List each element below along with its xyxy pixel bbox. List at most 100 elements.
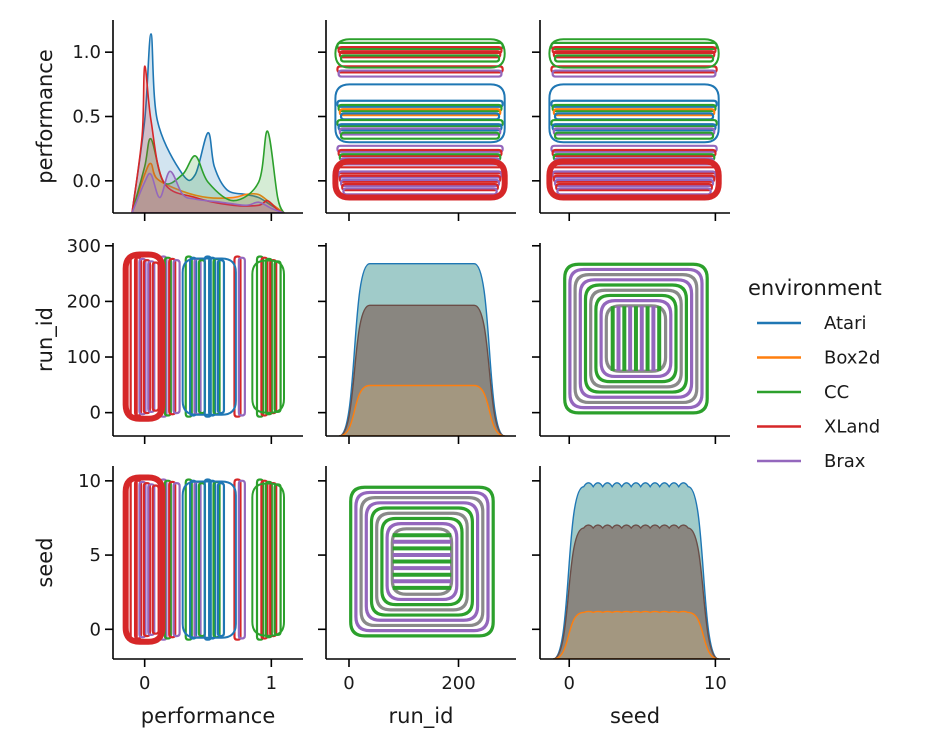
contour-band [552,127,716,136]
kde2d-run_id-seed [349,485,495,638]
kde-plateau-box2d [339,384,505,436]
y-tick-label: 100 [67,347,101,368]
contour-band [338,127,502,136]
contour-band [172,482,181,638]
contour-band [553,178,715,188]
contour-band [551,123,717,132]
contour-envelope [251,482,285,637]
contour-band [551,170,717,179]
contour-band [552,108,716,117]
contour-band [273,260,282,414]
contour-band [339,112,501,121]
contour-band [556,187,712,196]
contour-ring [568,267,704,410]
contour-envelope [251,259,285,414]
legend-label-atari: Atari [824,313,867,334]
contour-band [336,65,504,74]
contour-envelope [334,83,506,144]
contour-envelope [334,38,506,69]
x-tick-label: 0 [139,673,150,694]
contour-band [216,259,226,415]
contour-band [551,45,717,55]
contour-ring [573,273,699,405]
kde-run_id [338,262,505,436]
contour-band [339,54,501,63]
x-axis-label-performance: performance [141,704,276,728]
contour-band [342,187,498,196]
y-tick-label: 0.5 [72,107,101,128]
contour-band [337,123,503,132]
legend: environment Atari Box2d CC XLand Brax [748,276,882,472]
kde-curve-atari [131,33,286,213]
legend-label-xland: XLand [824,417,880,438]
x-tick-label: 200 [441,673,475,694]
legend-label-box2d: Box2d [824,348,880,369]
y-axis-label-seed: seed [33,537,57,587]
contour-band [339,131,501,140]
contour-ring [599,299,673,379]
contour-ring [369,506,474,617]
legend-label-brax: Brax [824,451,866,472]
y-tick-label: 1.0 [72,42,101,63]
y-tick-label: 10 [78,471,101,492]
contour-envelope [122,251,166,422]
contour-band [337,103,503,113]
contour-band [237,256,246,417]
contour-band [336,144,504,153]
contour-band [337,45,503,55]
contour-ring [359,496,485,628]
kde-seed [552,482,719,659]
contour-ring [594,293,678,384]
contour-band [555,183,714,192]
contour-band [552,50,716,59]
contour-ring [578,278,694,399]
contour-ring [385,522,459,602]
contour-envelope [181,480,237,639]
contour-band [339,178,501,188]
legend-label-cc: CC [824,382,849,403]
contour-band [550,118,718,128]
legend-title: environment [748,276,882,300]
contour-band [338,50,502,59]
kde-curve-box2d [131,162,286,213]
contour-band [550,99,718,108]
contour-band [551,69,717,78]
kde-curve-brax [131,170,285,213]
kde-performance [131,33,286,213]
contour-envelope [548,83,720,144]
x-tick-label: 0 [564,673,575,694]
contour-ring [375,511,469,612]
kde-curve-xland [131,65,285,213]
contour-band [550,144,718,153]
contour-band [172,259,181,415]
y-tick-label: 300 [67,236,101,257]
y-tick-label: 0 [90,403,101,424]
kde-curve-cc [131,130,285,213]
contour-band [237,479,246,640]
contour-envelope [548,38,720,69]
contour-band [336,99,504,108]
y-tick-label: 0 [90,619,101,640]
contour-envelope [546,158,722,201]
contour-ring [604,304,668,373]
contour-band [553,112,715,121]
contour-band [151,261,160,412]
kde2d-seed-run_id [563,262,709,415]
contour-band [551,148,717,158]
y-tick-label: 200 [67,291,101,312]
kde-plateau-box2d [553,610,719,659]
contour-ring [380,516,464,607]
contour-envelope [122,474,166,645]
y-axis-label-performance: performance [33,49,57,184]
contour-ring [354,490,490,633]
kde2d-seed-performance [122,474,285,645]
x-tick-label: 0 [343,673,354,694]
contour-band [552,174,716,183]
contour-ring [563,262,709,415]
x-axis-label-seed: seed [610,704,660,728]
contour-band [216,482,226,638]
contour-ring [583,283,688,394]
contour-band [338,174,502,183]
contour-band [553,131,715,140]
contour-band [151,484,160,635]
